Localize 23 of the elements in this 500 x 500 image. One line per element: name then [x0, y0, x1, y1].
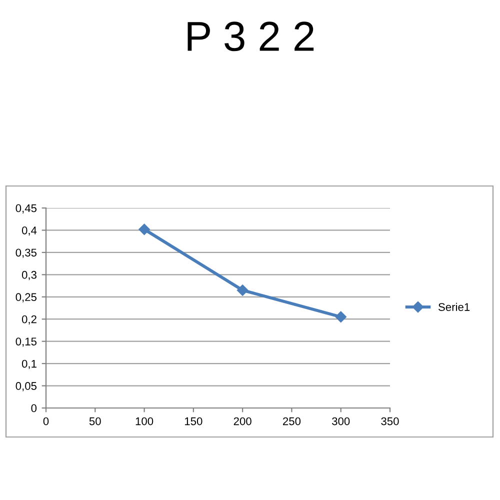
point — [335, 311, 346, 322]
point — [138, 224, 150, 235]
x-tick-label: 50 — [89, 417, 101, 426]
legend-label: Serie1 — [438, 302, 470, 311]
y-tick-label: 0,35 — [16, 248, 37, 258]
y-tick-label: 0,4 — [22, 226, 37, 236]
x-tick-label: 100 — [136, 417, 154, 426]
y-tick-label: 0,15 — [16, 338, 37, 347]
x-tick-label: 300 — [332, 417, 350, 426]
x-tick-label: 250 — [283, 417, 301, 426]
chart-title: P 3 2 2 — [188, 22, 314, 52]
x-tick-label: 350 — [381, 417, 399, 426]
y-tick-label: 0,2 — [22, 315, 36, 325]
point — [236, 284, 248, 296]
y-tick-label: 0,25 — [16, 293, 37, 302]
y-tick-label: 0 — [31, 404, 37, 412]
x-tick-label: 0 — [43, 417, 49, 426]
y-tick-label: 0,1 — [22, 360, 36, 370]
y-tick-label: 0,3 — [22, 270, 36, 280]
y-tick-label: 0,05 — [16, 382, 37, 392]
x-tick-label: 150 — [185, 417, 202, 426]
y-tick-label: 0,45 — [16, 204, 37, 214]
x-tick-label: 200 — [234, 417, 252, 426]
